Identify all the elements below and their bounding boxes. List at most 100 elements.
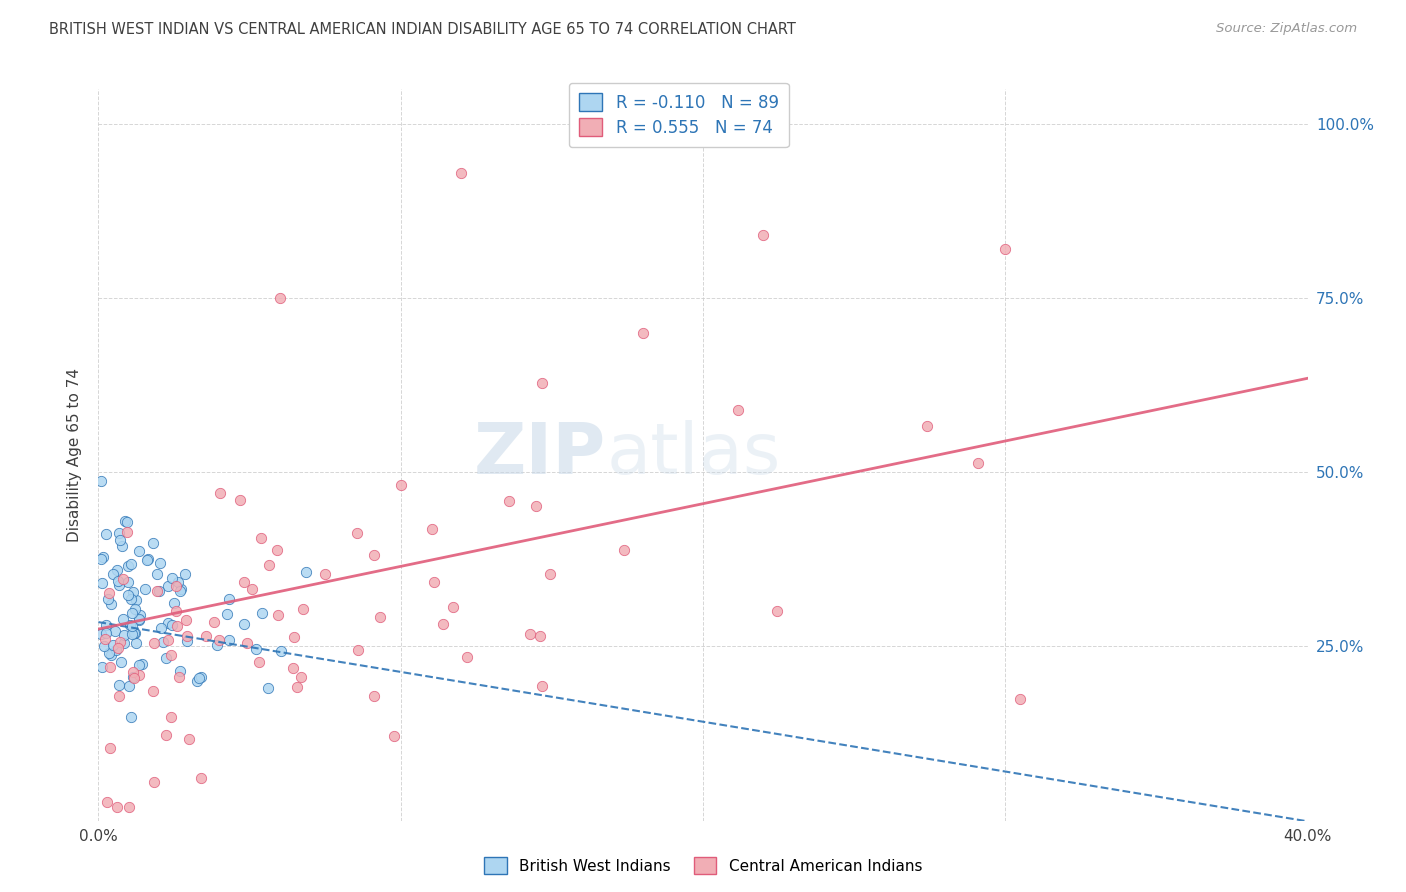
Point: [420, 522, 443, 536]
Text: atlas: atlas: [606, 420, 780, 490]
Point: [266, 608, 288, 623]
Point: [283, 631, 305, 645]
Point: [157, 579, 180, 593]
Point: [94, 626, 117, 640]
Point: [217, 607, 239, 621]
Point: [176, 629, 198, 643]
Point: [368, 610, 391, 624]
Point: [186, 674, 208, 689]
Point: [167, 670, 190, 684]
Point: [98, 659, 121, 673]
Point: [120, 591, 142, 606]
Point: [117, 559, 139, 574]
Point: [112, 635, 135, 649]
Point: [111, 539, 134, 553]
Point: [752, 228, 775, 243]
Point: [209, 486, 232, 500]
Point: [110, 655, 132, 669]
Point: [498, 493, 520, 508]
Point: [176, 633, 198, 648]
Point: [240, 582, 263, 596]
Point: [247, 655, 270, 669]
Point: [136, 553, 159, 567]
Point: [314, 566, 336, 581]
Point: [146, 584, 169, 599]
Point: [128, 544, 150, 558]
Point: [128, 612, 150, 626]
Point: [117, 574, 139, 589]
Point: [530, 376, 553, 390]
Point: [125, 593, 148, 607]
Point: [346, 526, 368, 541]
Point: [105, 563, 128, 577]
Legend: R = -0.110   N = 89, R = 0.555   N = 74: R = -0.110 N = 89, R = 0.555 N = 74: [569, 83, 789, 147]
Point: [129, 608, 152, 623]
Point: [250, 606, 273, 620]
Point: [269, 291, 291, 305]
Point: [295, 566, 318, 580]
Point: [160, 571, 183, 585]
Text: BRITISH WEST INDIAN VS CENTRAL AMERICAN INDIAN DISABILITY AGE 65 TO 74 CORRELATI: BRITISH WEST INDIAN VS CENTRAL AMERICAN …: [49, 22, 796, 37]
Point: [766, 604, 789, 618]
Point: [90, 627, 112, 641]
Point: [283, 661, 305, 675]
Point: [290, 669, 312, 683]
Point: [156, 632, 179, 647]
Point: [218, 633, 240, 648]
Point: [169, 664, 191, 678]
Point: [121, 665, 143, 679]
Point: [190, 670, 212, 684]
Point: [156, 615, 179, 630]
Point: [98, 646, 121, 660]
Point: [205, 638, 228, 652]
Point: [112, 628, 135, 642]
Point: [346, 642, 368, 657]
Point: [382, 729, 405, 743]
Point: [107, 574, 129, 588]
Point: [114, 514, 136, 528]
Point: [538, 566, 561, 581]
Point: [149, 556, 172, 570]
Point: [291, 601, 314, 615]
Point: [121, 619, 143, 633]
Point: [190, 771, 212, 785]
Point: [90, 551, 112, 566]
Point: [187, 671, 209, 685]
Point: [160, 710, 183, 724]
Point: [124, 602, 146, 616]
Point: [456, 650, 478, 665]
Point: [531, 680, 554, 694]
Point: [125, 636, 148, 650]
Point: [155, 650, 177, 665]
Point: [174, 567, 197, 582]
Point: [631, 326, 654, 340]
Point: [256, 681, 278, 695]
Point: [1010, 691, 1032, 706]
Legend: British West Indians, Central American Indians: British West Indians, Central American I…: [478, 851, 928, 880]
Point: [100, 741, 122, 756]
Point: [194, 629, 217, 643]
Point: [107, 640, 129, 655]
Point: [97, 591, 120, 606]
Point: [128, 657, 150, 672]
Point: [91, 576, 114, 591]
Point: [967, 456, 990, 470]
Point: [166, 619, 188, 633]
Point: [122, 670, 145, 684]
Point: [270, 644, 292, 658]
Point: [245, 642, 267, 657]
Point: [105, 643, 128, 657]
Point: [266, 542, 288, 557]
Text: ZIP: ZIP: [474, 420, 606, 490]
Point: [128, 667, 150, 681]
Point: [108, 578, 131, 592]
Point: [96, 527, 118, 541]
Point: [111, 572, 134, 586]
Point: [145, 566, 167, 581]
Point: [148, 584, 170, 599]
Point: [363, 549, 385, 563]
Point: [163, 596, 186, 610]
Point: [118, 680, 141, 694]
Point: [96, 795, 118, 809]
Point: [96, 618, 118, 632]
